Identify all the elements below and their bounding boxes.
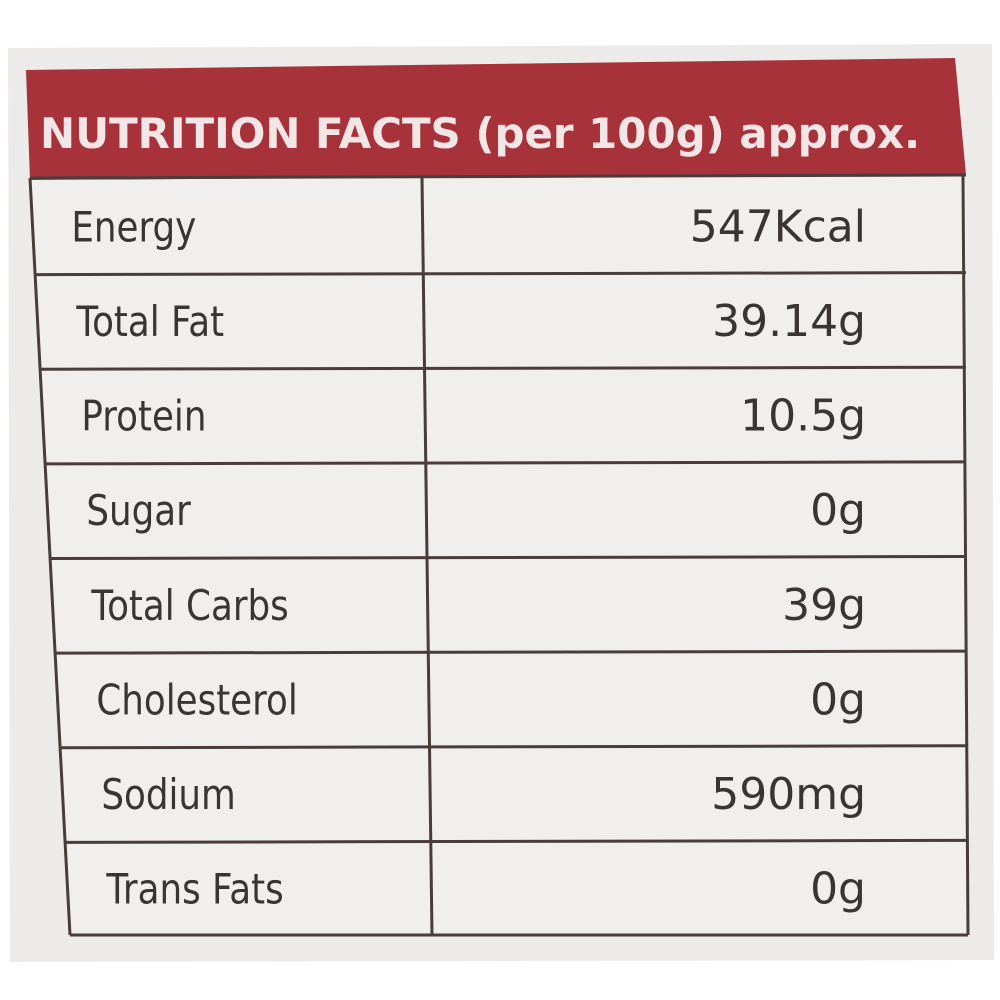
table-area: [30, 175, 968, 935]
header-band: [26, 58, 966, 180]
row-divider: [64, 838, 967, 844]
row-divider: [59, 744, 967, 750]
nutrient-amount: 590mg: [711, 769, 866, 820]
nutrient-name: Energy: [71, 204, 196, 252]
nutrient-amount: 39g: [782, 580, 866, 631]
row-divider: [54, 649, 967, 655]
nutrient-name: Total Fat: [75, 298, 224, 346]
nutrient-amount: 0g: [810, 864, 866, 915]
nutrient-name: Trans Fats: [105, 866, 283, 914]
nutrient-amount: 39.14g: [712, 296, 866, 347]
table-border: [29, 173, 967, 180]
nutrient-amount: 547Kcal: [690, 201, 866, 252]
table-title: NUTRITION FACTS (per 100g) approx.: [40, 109, 920, 158]
nutrient-name: Protein: [81, 393, 206, 441]
nutrient-name: Sugar: [86, 487, 191, 535]
nutrient-amount: 10.5g: [740, 391, 866, 442]
row-divider: [39, 365, 967, 371]
row-divider: [44, 460, 967, 466]
table-border: [961, 174, 970, 936]
table-border: [28, 177, 72, 936]
nutrient-name: Total Carbs: [90, 582, 288, 630]
nutrient-name: Sodium: [101, 771, 235, 819]
nutrient-amount: 0g: [810, 674, 866, 725]
nutrient-name: Cholesterol: [96, 677, 297, 725]
nutrient-amount: 0g: [810, 485, 866, 536]
row-divider: [34, 271, 967, 277]
row-divider: [49, 555, 967, 560]
